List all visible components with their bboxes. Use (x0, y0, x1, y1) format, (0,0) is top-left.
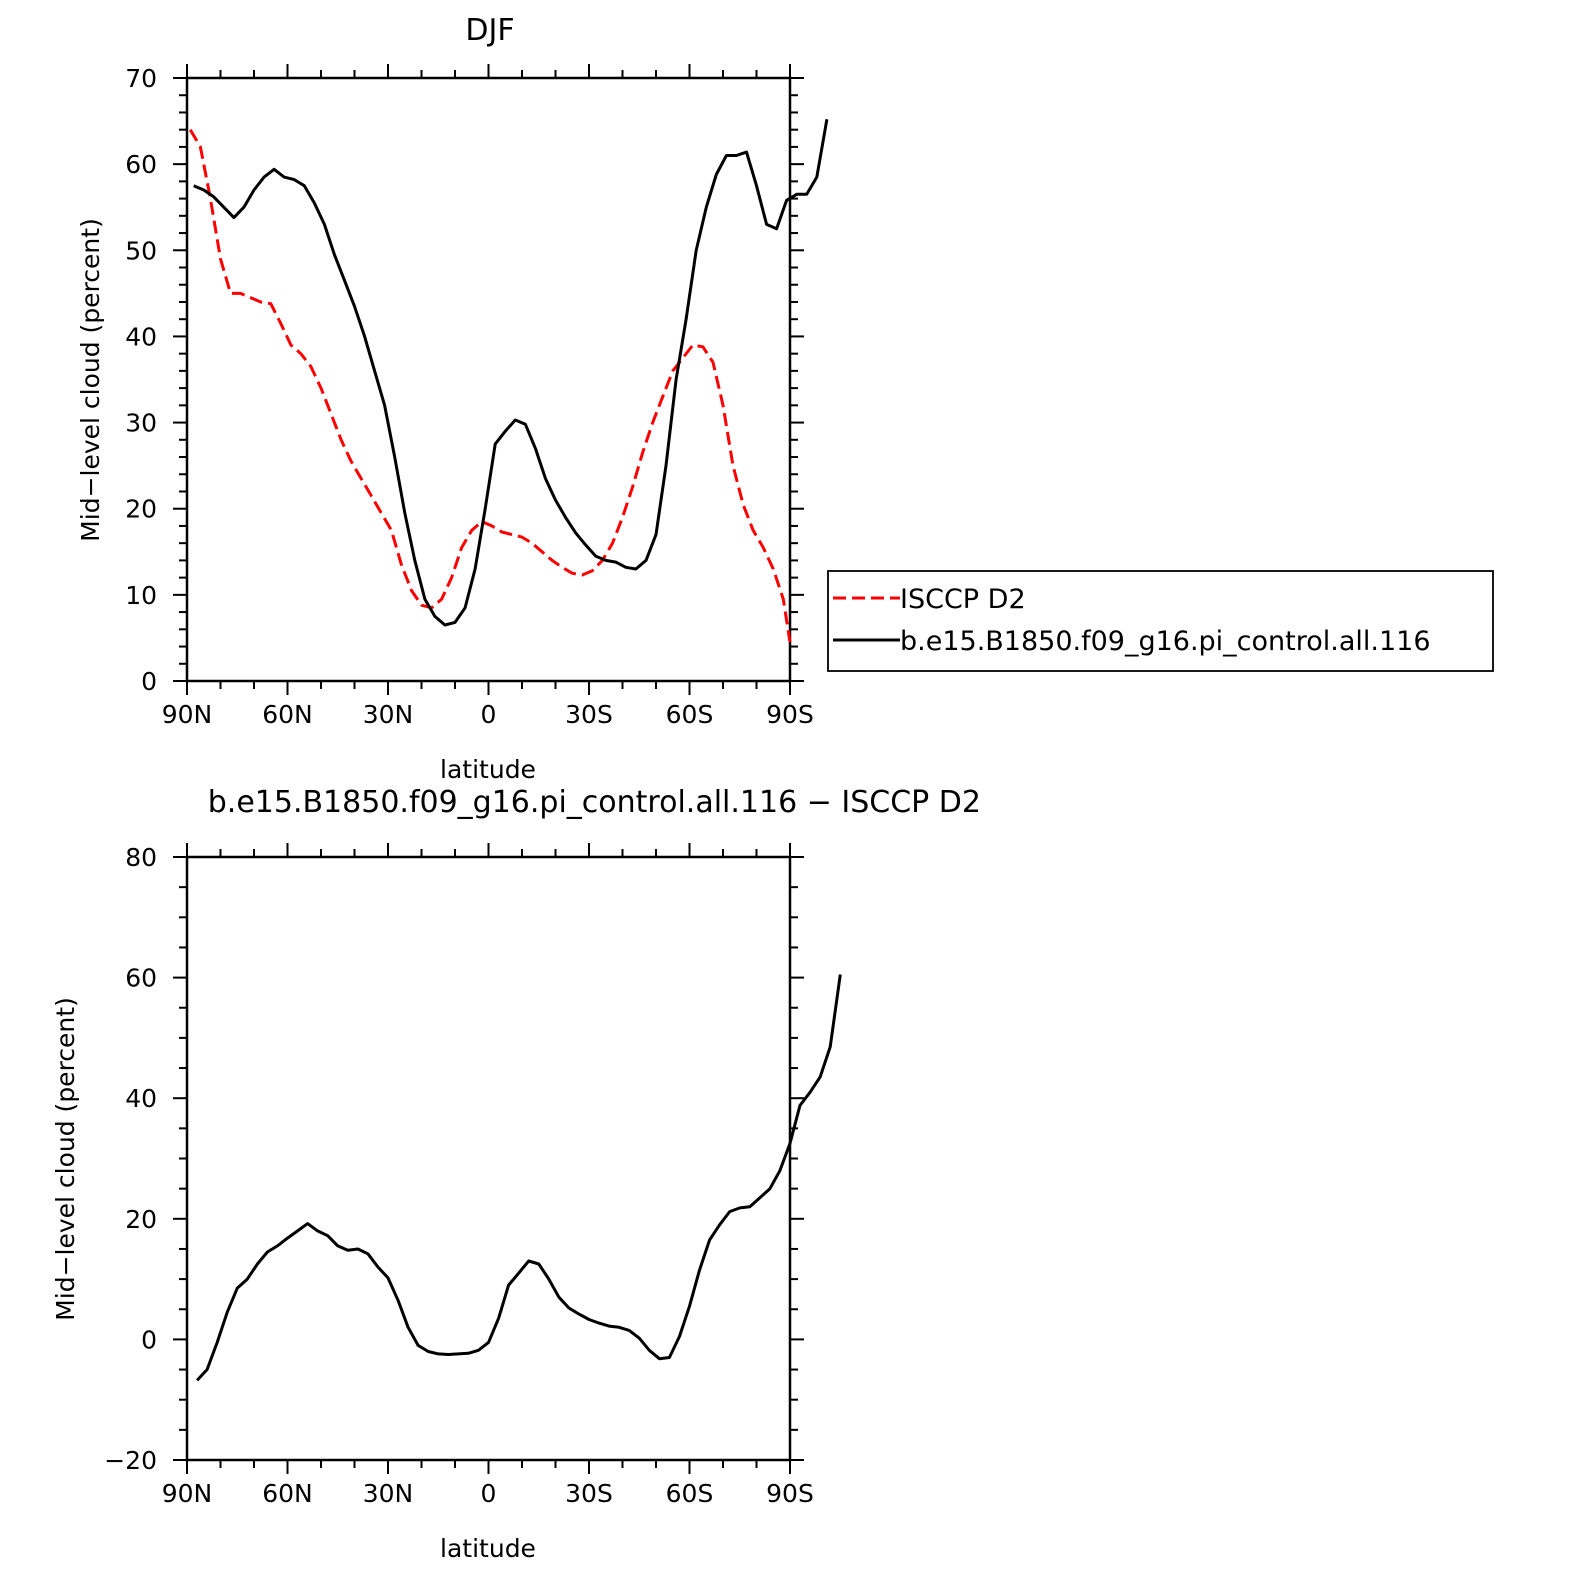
x-tick-label: 90S (766, 700, 814, 729)
x-tick-label: 30S (565, 1479, 613, 1508)
legend-label-isccp: ISCCP D2 (900, 584, 1026, 615)
y-tick-label: 0 (141, 667, 157, 696)
bottom-y-axis-label: Mid−level cloud (percent) (51, 997, 80, 1321)
bottom-ticks (173, 843, 804, 1474)
y-tick-label: 50 (125, 236, 157, 265)
x-tick-label: 0 (481, 1479, 497, 1508)
x-tick-label: 60N (262, 700, 313, 729)
x-tick-label: 90S (766, 1479, 814, 1508)
x-tick-label: 60S (666, 1479, 714, 1508)
top-x-axis-label: latitude (440, 755, 536, 784)
x-tick-label: 60S (666, 700, 714, 729)
y-tick-label: 60 (125, 964, 157, 993)
legend-box (827, 570, 1494, 672)
bottom-series (195, 974, 842, 1382)
y-tick-label: 30 (125, 409, 157, 438)
x-tick-label: 90N (162, 1479, 213, 1508)
y-tick-label: 20 (125, 1205, 157, 1234)
x-tick-label: 90N (162, 700, 213, 729)
bottom-x-axis-label: latitude (440, 1534, 536, 1563)
top-y-tick-labels: 0 10 20 30 40 50 60 70 (125, 64, 157, 696)
series-line-1-0 (195, 974, 842, 1382)
y-tick-label: −20 (104, 1446, 157, 1475)
y-tick-label: 10 (125, 581, 157, 610)
top-ticks (173, 64, 804, 695)
bottom-y-tick-labels: −20 0 20 40 60 80 (104, 843, 157, 1475)
top-chart-title: DJF (465, 13, 514, 48)
top-plot-frame (185, 76, 792, 683)
series-line-0-1 (193, 119, 829, 627)
x-tick-label: 30N (363, 700, 414, 729)
y-tick-label: 70 (125, 64, 157, 93)
difference-panel: b.e15.B1850.f09_g16.pi_control.all.116 −… (51, 785, 981, 1563)
y-tick-label: 40 (125, 322, 157, 351)
x-tick-label: 30S (565, 700, 613, 729)
y-tick-label: 80 (125, 843, 157, 872)
top-x-tick-labels: 90N 60N 30N 0 30S 60S 90S (162, 700, 814, 729)
bottom-x-tick-labels: 90N 60N 30N 0 30S 60S 90S (162, 1479, 814, 1508)
y-tick-label: 0 (141, 1325, 157, 1354)
y-tick-label: 40 (125, 1084, 157, 1113)
legend-label-model: b.e15.B1850.f09_g16.pi_control.all.116 (900, 626, 1431, 657)
top-y-axis-label: Mid−level cloud (percent) (76, 218, 105, 542)
legend: ISCCP D2 b.e15.B1850.f09_g16.pi_control.… (827, 570, 1494, 672)
x-tick-label: 60N (262, 1479, 313, 1508)
x-tick-label: 30N (363, 1479, 414, 1508)
y-tick-label: 20 (125, 495, 157, 524)
y-tick-label: 60 (125, 150, 157, 179)
djf-panel: DJF 90N 60N 30N 0 30S 60S 90S 010203040506070 … (76, 13, 829, 784)
x-tick-label: 0 (481, 700, 497, 729)
series-line-0-0 (189, 128, 792, 643)
bottom-plot-frame (185, 855, 792, 1462)
top-series (189, 119, 829, 643)
bottom-chart-title: b.e15.B1850.f09_g16.pi_control.all.116 −… (208, 785, 981, 820)
